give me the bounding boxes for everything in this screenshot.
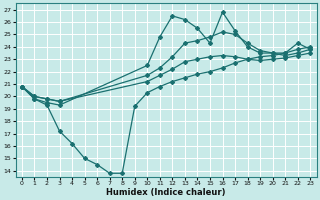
X-axis label: Humidex (Indice chaleur): Humidex (Indice chaleur)	[106, 188, 226, 197]
